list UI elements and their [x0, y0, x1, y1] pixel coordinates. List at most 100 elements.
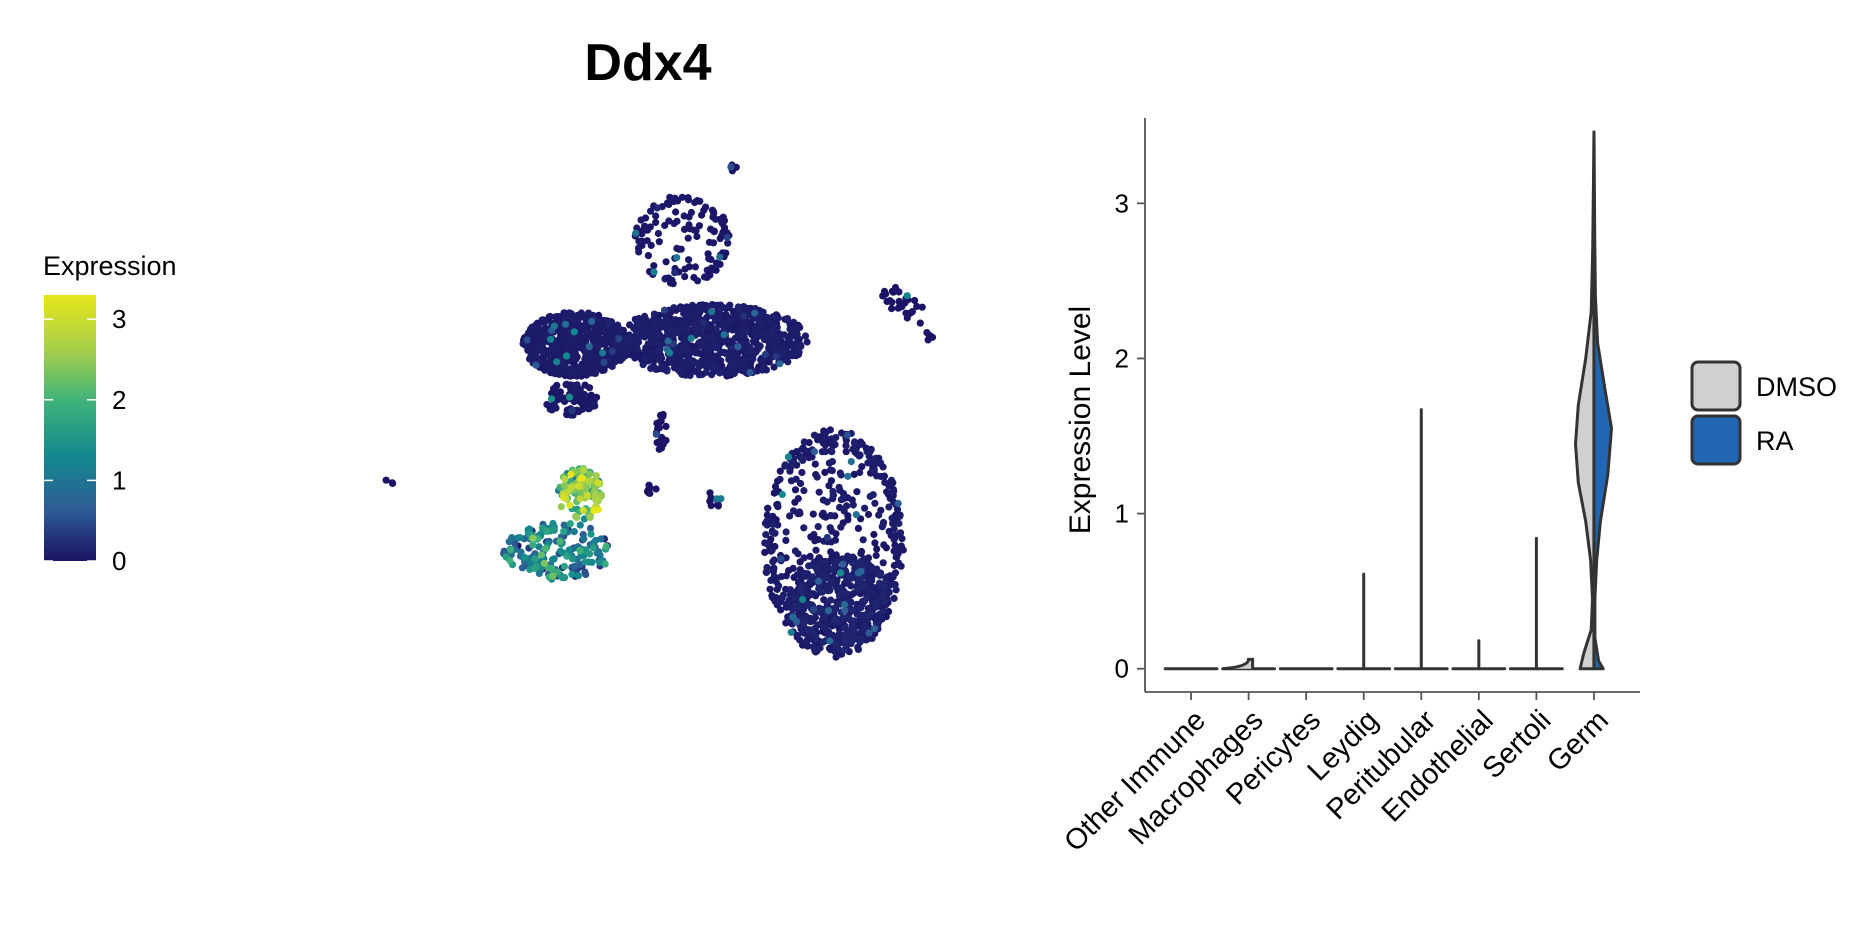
umap-point: [864, 554, 873, 562]
umap-point: [728, 326, 737, 334]
umap-point: [695, 371, 703, 379]
umap-point: [835, 483, 843, 491]
violin-germ: [1574, 130, 1613, 671]
umap-point: [652, 430, 660, 438]
umap-point: [548, 564, 556, 573]
colorbar-tick: 2: [44, 385, 126, 415]
umap-point: [586, 470, 594, 478]
legend-swatch: [1690, 414, 1742, 466]
umap-point: [656, 411, 665, 419]
umap-point: [580, 466, 588, 474]
umap-point: [763, 564, 771, 572]
umap-point: [560, 527, 568, 535]
umap-point: [849, 606, 858, 614]
umap-point: [590, 362, 598, 371]
umap-point: [704, 333, 713, 341]
umap-point: [761, 519, 770, 527]
umap-point: [847, 582, 855, 590]
umap-point: [755, 317, 763, 325]
umap-point: [796, 479, 805, 488]
umap-point: [797, 576, 805, 585]
umap-point: [716, 260, 724, 268]
umap-point: [859, 536, 867, 544]
umap-point: [708, 371, 716, 379]
umap-point: [848, 559, 857, 567]
umap-point: [861, 504, 869, 512]
umap-point: [561, 574, 569, 582]
umap-point: [913, 302, 921, 310]
legend-swatch: [1690, 360, 1742, 412]
umap-points: [382, 161, 937, 661]
umap-point: [892, 586, 900, 594]
umap-point: [707, 264, 716, 272]
umap-point: [571, 343, 579, 351]
umap-point: [663, 367, 671, 375]
umap-point: [810, 431, 819, 439]
umap-point: [697, 330, 705, 338]
umap-point: [729, 364, 737, 372]
umap-point: [549, 526, 558, 534]
umap-point: [853, 488, 861, 496]
umap-point: [723, 233, 731, 241]
umap-point: [582, 570, 590, 579]
umap-point: [842, 448, 850, 456]
umap-point: [622, 335, 631, 344]
umap-point: [896, 512, 904, 520]
umap-point: [670, 195, 679, 203]
umap-point: [684, 309, 692, 317]
umap-point: [839, 587, 848, 595]
umap-point: [695, 305, 704, 313]
umap-point: [576, 495, 584, 503]
umap-point: [885, 503, 893, 511]
umap-point: [852, 445, 860, 453]
umap-point: [890, 547, 898, 555]
umap-point: [704, 347, 712, 355]
umap-point: [556, 388, 565, 396]
umap-point: [546, 405, 554, 413]
umap-point: [903, 292, 911, 300]
umap-point: [810, 606, 818, 614]
umap-point: [523, 336, 531, 344]
umap-point: [600, 326, 609, 334]
violins: [1163, 130, 1613, 671]
umap-point: [594, 479, 602, 487]
umap-point: [792, 475, 800, 483]
umap-point: [815, 608, 824, 616]
umap-point: [654, 347, 663, 355]
umap-point: [716, 306, 724, 314]
umap-point: [588, 396, 596, 404]
umap-point: [870, 466, 878, 474]
umap-point: [729, 357, 738, 365]
umap-point: [692, 227, 700, 235]
umap-point: [837, 569, 845, 577]
umap-point: [576, 521, 584, 529]
umap-point: [584, 362, 592, 370]
umap-point: [568, 369, 576, 377]
umap-point: [865, 560, 873, 569]
umap-point: [769, 567, 778, 575]
umap-point: [923, 329, 931, 337]
umap-point: [893, 505, 902, 514]
umap-point: [796, 508, 804, 516]
umap-point: [560, 494, 568, 502]
umap-point: [600, 358, 608, 366]
umap-point: [716, 253, 724, 261]
umap-point: [761, 350, 770, 358]
umap-point: [781, 461, 789, 469]
umap-point: [826, 580, 834, 589]
umap-point: [691, 315, 700, 323]
umap-point: [606, 328, 615, 336]
umap-point: [889, 572, 897, 580]
umap-point: [841, 624, 849, 632]
colorbar-title: Expression: [43, 251, 177, 281]
umap-point: [671, 269, 679, 277]
umap-point: [837, 429, 846, 437]
umap-point: [710, 208, 718, 216]
umap-point: [800, 619, 808, 627]
umap-point: [592, 472, 600, 480]
legend-label: DMSO: [1756, 372, 1837, 402]
umap-point: [605, 321, 613, 329]
umap-point: [894, 559, 903, 567]
umap-point: [500, 547, 508, 555]
